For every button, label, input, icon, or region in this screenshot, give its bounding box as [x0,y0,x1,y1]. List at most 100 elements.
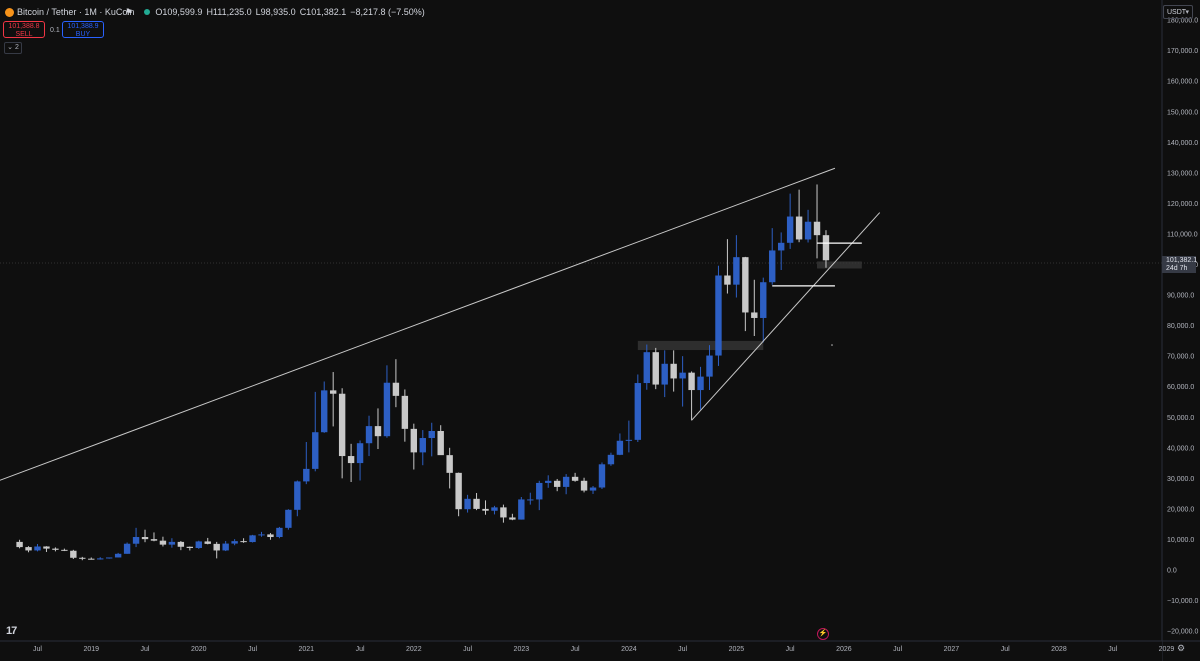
candle-body[interactable] [491,507,498,511]
candle-body[interactable] [168,541,176,545]
candle-body[interactable] [616,440,624,455]
trendline[interactable] [0,167,836,499]
candle-body[interactable] [285,509,292,528]
candle-body[interactable] [383,382,391,437]
candle-body[interactable] [195,541,202,549]
candle-body[interactable] [777,242,785,251]
candle-body[interactable] [258,534,265,536]
candle-layer[interactable] [16,184,830,561]
candle-body[interactable] [347,456,355,464]
candle-body[interactable] [132,537,140,544]
buy-button[interactable]: 101,388.9 BUY [62,21,104,38]
candle-body[interactable] [97,558,104,560]
candle-body[interactable] [733,257,740,285]
candle-body[interactable] [177,541,185,547]
candle-body[interactable] [545,480,552,483]
candle-body[interactable] [213,543,220,551]
candle-body[interactable] [114,553,122,558]
candle-body[interactable] [249,535,256,543]
drawing-layer[interactable] [0,167,881,499]
candle-body[interactable] [231,541,238,544]
candle-body[interactable] [706,355,713,377]
candle-body[interactable] [312,432,319,469]
candle-body[interactable] [509,517,516,520]
candle-body[interactable] [724,275,731,285]
settings-icon[interactable]: ⚙ [1176,643,1186,653]
candle-body[interactable] [625,439,633,441]
candle-body[interactable] [88,558,95,560]
candle-body[interactable] [365,426,373,444]
candle-body[interactable] [795,216,803,240]
candle-body[interactable] [329,390,337,394]
candle-body[interactable] [25,547,32,551]
candle-body[interactable] [679,372,686,379]
candle-body[interactable] [61,549,68,551]
candle-body[interactable] [105,557,113,559]
supply-demand-zone[interactable] [637,340,764,351]
flash-icon[interactable]: ⚡ [817,628,829,640]
candle-body[interactable] [16,541,23,548]
candle-body[interactable] [455,472,462,510]
candle-body[interactable] [751,312,758,318]
candle-body[interactable] [760,282,767,318]
candle-body[interactable] [813,221,821,236]
candle-body[interactable] [321,390,328,433]
symbol-title[interactable]: Bitcoin / Tether · 1M · KuCoin [17,7,135,17]
candle-body[interactable] [527,499,534,501]
candle-body[interactable] [43,546,50,549]
candle-body[interactable] [222,543,229,551]
candle-body[interactable] [276,527,283,538]
candle-body[interactable] [589,487,597,491]
candle-body[interactable] [715,275,722,356]
candle-body[interactable] [437,430,444,456]
candle-body[interactable] [518,499,525,520]
candle-body[interactable] [473,498,480,509]
candle-body[interactable] [553,480,561,487]
candle-body[interactable] [70,550,77,558]
candle-body[interactable] [186,546,194,549]
candle-body[interactable] [34,546,41,551]
candle-body[interactable] [580,480,588,491]
candle-body[interactable] [52,548,59,550]
price-axis[interactable] [1162,0,1200,661]
candle-body[interactable] [536,482,543,500]
candle-body[interactable] [267,534,274,538]
flag-icon[interactable]: ⚑ [125,6,134,17]
candle-body[interactable] [607,454,615,465]
candle-body[interactable] [804,221,812,240]
candle-body[interactable] [598,464,606,488]
candle-body[interactable] [769,250,776,283]
tradingview-logo-icon[interactable]: 17 [6,625,17,637]
candle-body[interactable] [338,393,346,457]
candle-body[interactable] [822,235,830,261]
candle-body[interactable] [697,376,704,391]
candle-body[interactable] [123,543,131,554]
supply-demand-zone[interactable] [817,261,862,269]
candle-body[interactable] [294,481,301,510]
candle-body[interactable] [159,540,167,545]
candle-body[interactable] [428,430,435,439]
candle-body[interactable] [562,476,570,487]
candle-body[interactable] [401,395,409,429]
candle-body[interactable] [482,508,489,511]
candle-body[interactable] [79,557,86,559]
candle-body[interactable] [688,372,695,391]
candle-body[interactable] [141,537,149,540]
time-axis[interactable] [0,641,1162,661]
candle-body[interactable] [742,257,749,313]
sell-button[interactable]: 101,388.8 SELL [3,21,45,38]
candle-body[interactable] [356,443,364,464]
candle-body[interactable] [661,363,668,385]
candle-body[interactable] [643,352,650,384]
candle-body[interactable] [652,352,659,385]
candle-body[interactable] [670,363,677,379]
candle-body[interactable] [150,539,158,541]
candle-body[interactable] [240,541,247,543]
candle-body[interactable] [392,382,400,396]
candle-body[interactable] [204,541,211,544]
candle-body[interactable] [374,426,382,437]
candle-body[interactable] [410,428,418,453]
candle-body[interactable] [303,468,310,482]
candle-body[interactable] [571,476,579,481]
